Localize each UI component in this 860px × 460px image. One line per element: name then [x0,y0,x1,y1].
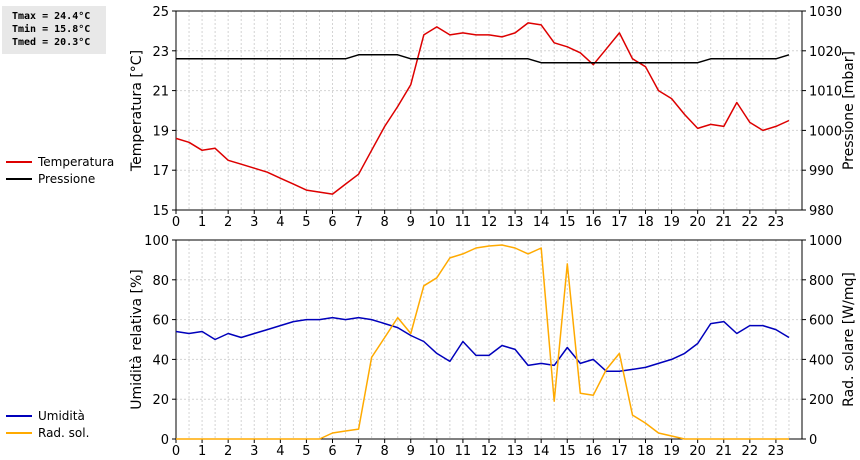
y-right-tick-label: 1010 [809,85,842,100]
x-tick-label: 5 [302,444,310,459]
y-tick-label: 20 [152,393,169,408]
x-tick-label: 21 [715,215,732,230]
series-line-temperatura [175,22,790,195]
y-right-tick-label: 0 [809,433,817,448]
y-axis-title: Umidità relativa [%] [129,269,145,410]
stat-tmed: Tmed = 20.3°C [12,37,91,48]
x-tick-label: 6 [328,444,336,459]
legend-label-umidita: Umidità [38,409,85,423]
stats-box: Tmax = 24.4°C Tmin = 15.8°C Tmed = 20.3°… [2,6,106,54]
y-right-tick-label: 1030 [809,5,842,20]
y-tick-label: 80 [152,274,169,289]
x-tick-label: 1 [198,215,206,230]
x-tick-label: 19 [663,215,680,230]
x-tick-label: 8 [381,215,389,230]
x-tick-label: 15 [559,444,576,459]
legend-item-temperatura: Temperatura [6,155,136,169]
y-tick-label: 100 [144,234,169,249]
y-right-axis-title: Pressione [mbar] [841,51,857,170]
x-tick-label: 11 [455,215,472,230]
x-tick-label: 1 [198,444,206,459]
y-right-tick-label: 200 [809,393,834,408]
y-tick-label: 15 [152,204,169,219]
legend-swatch-umidita [6,415,32,417]
x-tick-label: 11 [455,444,472,459]
y-right-tick-label: 1000 [809,124,842,139]
y-tick-label: 25 [152,5,169,20]
y-right-tick-label: 1000 [809,234,842,249]
x-tick-label: 14 [533,444,550,459]
y-tick-label: 40 [152,353,169,368]
series-line-pressione [176,54,790,64]
x-tick-label: 7 [354,215,362,230]
x-tick-label: 0 [172,444,180,459]
series-line-umidit- [175,316,790,373]
x-tick-label: 5 [302,215,310,230]
series-line-rad-sol- [176,244,789,440]
legend-swatch-pressione [6,178,32,180]
legend-label-radsol: Rad. sol. [38,426,90,440]
y-tick-label: 60 [152,314,169,329]
x-tick-label: 19 [663,444,680,459]
x-tick-label: 2 [224,444,232,459]
x-tick-label: 8 [381,444,389,459]
x-tick-label: 4 [276,444,284,459]
x-tick-label: 23 [768,444,785,459]
x-tick-label: 17 [611,215,628,230]
legend-swatch-radsol [6,432,32,434]
y-right-tick-label: 980 [809,204,834,219]
x-tick-label: 12 [481,444,498,459]
x-tick-label: 9 [407,444,415,459]
stat-tmin: Tmin = 15.8°C [12,24,91,35]
x-tick-label: 13 [507,444,524,459]
x-tick-label: 10 [429,444,446,459]
x-tick-label: 7 [354,444,362,459]
y-right-tick-label: 1020 [809,45,842,60]
x-tick-label: 15 [559,215,576,230]
x-tick-label: 10 [429,215,446,230]
y-tick-label: 19 [152,124,169,139]
x-tick-label: 23 [768,215,785,230]
x-tick-label: 3 [250,215,258,230]
y-tick-label: 17 [152,164,169,179]
x-tick-label: 12 [481,215,498,230]
x-tick-label: 20 [689,444,706,459]
legend-label-pressione: Pressione [38,172,96,186]
x-tick-label: 14 [533,215,550,230]
x-tick-label: 9 [407,215,415,230]
y-axis-title: Temperatura [°C] [129,50,145,172]
y-right-tick-label: 600 [809,314,834,329]
y-right-tick-label: 800 [809,274,834,289]
stat-tmax: Tmax = 24.4°C [12,11,91,22]
x-tick-label: 4 [276,215,284,230]
x-tick-label: 16 [585,215,602,230]
y-right-tick-label: 400 [809,353,834,368]
y-tick-label: 23 [152,45,169,60]
x-tick-label: 18 [637,444,654,459]
x-tick-label: 20 [689,215,706,230]
x-tick-label: 13 [507,215,524,230]
x-tick-label: 6 [328,215,336,230]
legend-item-pressione: Pressione [6,172,136,186]
y-tick-label: 0 [161,433,169,448]
x-tick-label: 16 [585,444,602,459]
y-right-axis-title: Rad. solare [W/mq] [841,272,857,407]
y-right-tick-label: 990 [809,164,834,179]
x-tick-label: 18 [637,215,654,230]
x-tick-label: 22 [742,215,759,230]
x-tick-label: 0 [172,215,180,230]
legend-swatch-temperatura [6,161,32,163]
x-tick-label: 21 [715,444,732,459]
x-tick-label: 17 [611,444,628,459]
x-tick-label: 2 [224,215,232,230]
legend-label-temperatura: Temperatura [38,155,115,169]
legend-item-radsol: Rad. sol. [6,426,136,440]
legend-item-umidita: Umidità [6,409,136,423]
y-tick-label: 21 [152,85,169,100]
x-tick-label: 22 [742,444,759,459]
x-tick-label: 3 [250,444,258,459]
